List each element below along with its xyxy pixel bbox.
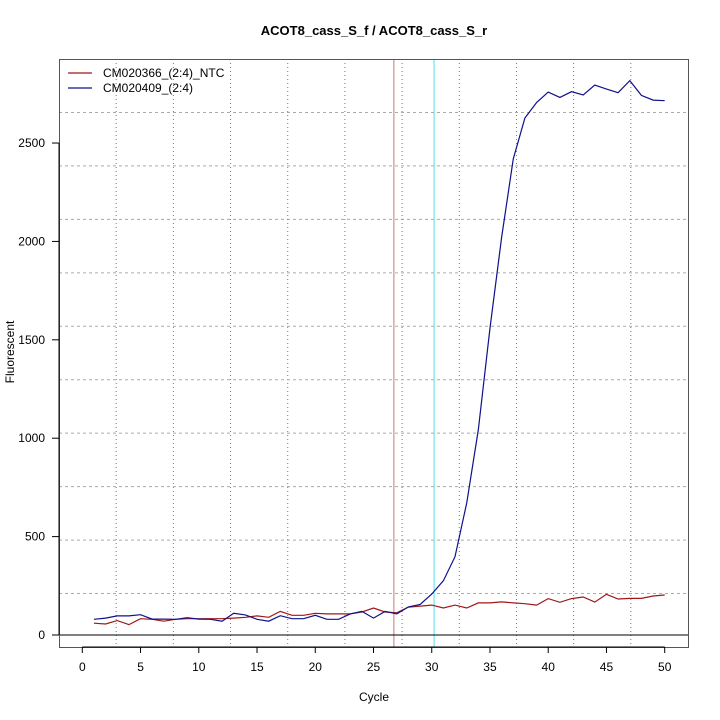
y-tick-label: 1000 bbox=[18, 431, 45, 445]
y-axis: 0 500 1000 1500 2000 2500 bbox=[18, 136, 60, 642]
legend-label-ntc: CM020366_(2:4)_NTC bbox=[103, 66, 225, 80]
y-tick-label: 2500 bbox=[18, 136, 45, 150]
y-tick-label: 2000 bbox=[18, 234, 45, 248]
x-tick-label: 20 bbox=[309, 660, 323, 674]
x-tick-label: 45 bbox=[600, 660, 614, 674]
y-tick-label: 0 bbox=[38, 628, 45, 642]
grid bbox=[59, 59, 688, 647]
x-tick-label: 35 bbox=[483, 660, 497, 674]
x-tick-label: 15 bbox=[250, 660, 264, 674]
x-tick-label: 5 bbox=[137, 660, 144, 674]
plot-frame bbox=[59, 59, 689, 648]
x-tick-label: 0 bbox=[79, 660, 86, 674]
x-tick-label: 30 bbox=[425, 660, 439, 674]
series-line-0 bbox=[93, 593, 665, 626]
y-tick-label: 1500 bbox=[18, 333, 45, 347]
x-tick-label: 40 bbox=[542, 660, 556, 674]
series-line-1 bbox=[93, 79, 665, 622]
chart-title: ACOT8_cass_S_f / ACOT8_cass_S_r bbox=[261, 23, 487, 38]
threshold-lines bbox=[393, 59, 435, 647]
x-tick-label: 10 bbox=[192, 660, 206, 674]
x-tick-label: 50 bbox=[658, 660, 672, 674]
x-axis: 0 5 10 15 20 25 30 35 40 45 50 bbox=[79, 646, 672, 674]
x-tick-label: 25 bbox=[367, 660, 381, 674]
series-group bbox=[93, 79, 665, 626]
legend: CM020366_(2:4)_NTC CM020409_(2:4) bbox=[68, 66, 225, 95]
y-axis-label: Fluorescent bbox=[3, 320, 17, 383]
y-tick-label: 500 bbox=[25, 530, 45, 544]
legend-label-sample: CM020409_(2:4) bbox=[103, 81, 193, 95]
x-axis-label: Cycle bbox=[359, 690, 389, 704]
